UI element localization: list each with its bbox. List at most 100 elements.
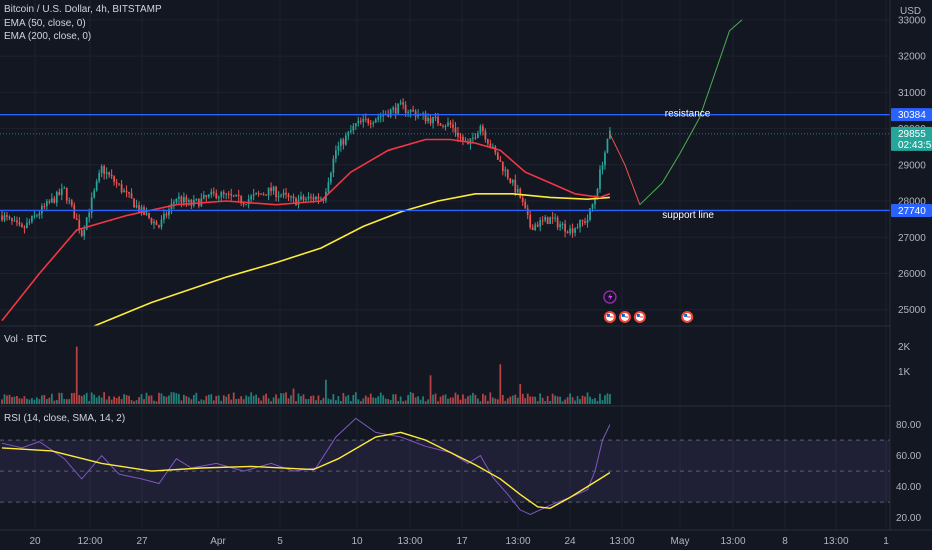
candle-body[interactable] (185, 197, 188, 202)
candle-body[interactable] (377, 117, 380, 120)
candle-body[interactable] (379, 116, 382, 118)
candle-body[interactable] (320, 198, 322, 200)
candle-body[interactable] (594, 198, 596, 205)
candle-body[interactable] (140, 207, 143, 212)
candle-body[interactable] (576, 227, 579, 229)
event-markers[interactable] (603, 290, 694, 323)
candle-body[interactable] (559, 224, 561, 228)
candle-body[interactable] (255, 193, 258, 195)
candle-body[interactable] (95, 181, 98, 191)
candle-body[interactable] (98, 172, 101, 182)
candle-body[interactable] (330, 172, 332, 183)
candle-body[interactable] (138, 205, 140, 212)
candle-body[interactable] (220, 192, 223, 197)
ema200-legend[interactable]: EMA (200, close, 0) (4, 31, 92, 42)
candle-body[interactable] (606, 138, 609, 153)
candle-body[interactable] (145, 213, 148, 215)
candle-body[interactable] (183, 197, 185, 203)
time-tick-label[interactable]: 1 (883, 536, 889, 547)
candle-body[interactable] (108, 172, 111, 175)
candle-body[interactable] (462, 136, 464, 141)
candle-body[interactable] (80, 230, 83, 236)
candle-body[interactable] (407, 112, 409, 114)
candle-body[interactable] (427, 118, 429, 122)
time-tick-label[interactable]: 13:00 (505, 536, 530, 547)
candle-body[interactable] (205, 195, 208, 197)
candle-body[interactable] (327, 182, 330, 192)
candle-body[interactable] (282, 192, 285, 196)
candle-body[interactable] (524, 201, 527, 209)
candle-body[interactable] (280, 195, 282, 197)
candle-body[interactable] (277, 196, 280, 198)
candle-body[interactable] (302, 196, 305, 200)
candle-body[interactable] (511, 179, 514, 183)
candle-body[interactable] (604, 152, 606, 166)
candle-body[interactable] (115, 181, 118, 184)
candle-body[interactable] (33, 215, 36, 217)
candle-body[interactable] (357, 120, 360, 124)
candle-body[interactable] (113, 176, 115, 182)
candle-body[interactable] (125, 190, 128, 192)
candle-body[interactable] (564, 223, 566, 232)
candle-body[interactable] (55, 192, 58, 203)
candle-body[interactable] (335, 150, 337, 159)
time-tick-label[interactable]: 10 (351, 536, 363, 547)
pane-dividers[interactable] (0, 0, 932, 531)
candle-body[interactable] (58, 192, 61, 195)
candle-body[interactable] (434, 116, 437, 118)
candle-body[interactable] (287, 194, 290, 197)
candle-body[interactable] (13, 220, 16, 222)
candle-body[interactable] (11, 217, 13, 221)
candle-body[interactable] (579, 219, 581, 228)
candle-body[interactable] (163, 213, 165, 220)
candle-body[interactable] (45, 201, 48, 207)
candle-body[interactable] (31, 215, 33, 222)
candle-body[interactable] (596, 188, 599, 199)
candle-body[interactable] (53, 198, 56, 203)
candle-body[interactable] (3, 215, 6, 221)
candle-body[interactable] (389, 109, 392, 117)
candle-body[interactable] (8, 216, 11, 218)
candle-body[interactable] (467, 141, 469, 145)
candle-body[interactable] (275, 186, 277, 197)
time-tick-label[interactable]: 24 (564, 536, 576, 547)
candle-body[interactable] (529, 214, 532, 228)
candle-body[interactable] (412, 109, 414, 112)
candle-body[interactable] (364, 118, 367, 120)
candle-body[interactable] (217, 196, 220, 199)
candle-body[interactable] (486, 139, 489, 144)
candle-body[interactable] (399, 102, 402, 104)
candle-body[interactable] (566, 231, 569, 234)
candle-body[interactable] (414, 111, 417, 117)
candle-body[interactable] (230, 194, 233, 196)
candle-body[interactable] (439, 123, 442, 126)
candle-body[interactable] (477, 133, 479, 138)
volume-legend[interactable]: Vol · BTC (4, 334, 47, 345)
candle-body[interactable] (212, 191, 215, 193)
candle-body[interactable] (158, 225, 160, 228)
candle-body[interactable] (392, 107, 395, 110)
candle-body[interactable] (247, 199, 250, 205)
candle-body[interactable] (240, 195, 243, 204)
candle-body[interactable] (424, 113, 427, 122)
candle-body[interactable] (225, 193, 228, 195)
candle-body[interactable] (245, 204, 248, 206)
candle-body[interactable] (118, 183, 120, 185)
candle-body[interactable] (452, 124, 454, 128)
time-tick-label[interactable]: 5 (277, 536, 283, 547)
candle-body[interactable] (195, 198, 198, 200)
candle-body[interactable] (26, 222, 28, 229)
candle-body[interactable] (544, 217, 547, 221)
candle-body[interactable] (178, 196, 180, 199)
candle-body[interactable] (429, 118, 432, 124)
candle-body[interactable] (519, 188, 522, 198)
candle-body[interactable] (257, 193, 260, 195)
candle-body[interactable] (536, 224, 539, 227)
candle-body[interactable] (83, 229, 86, 236)
candle-body[interactable] (504, 169, 507, 172)
candle-body[interactable] (50, 198, 53, 203)
candle-body[interactable] (514, 179, 517, 193)
candle-body[interactable] (599, 169, 601, 189)
candle-body[interactable] (207, 194, 210, 197)
